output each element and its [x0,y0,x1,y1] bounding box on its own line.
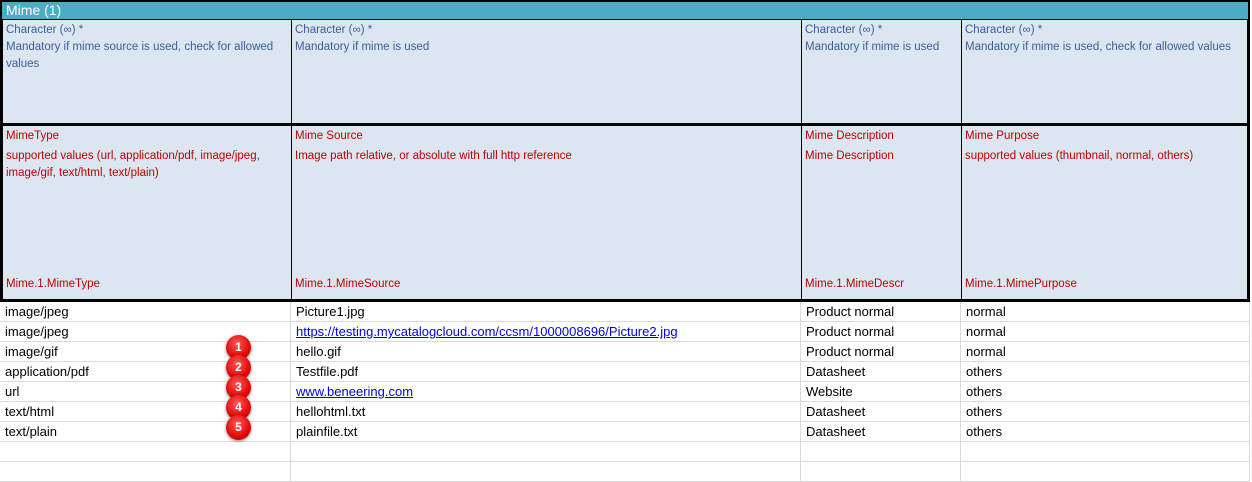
mimedescr-cell[interactable] [801,442,961,462]
field-header-row: MimeType supported values (url, applicati… [0,126,1250,302]
mimepurpose-cell[interactable] [961,442,1250,462]
field-name: Mime Source [295,130,363,142]
field-cell-mimedescr[interactable]: Mime Description Mime Description Mime.1.M… [802,126,962,299]
field-desc: supported values (url, application/pdf, … [6,150,260,179]
mimesource-cell[interactable]: Testfile.pdf [291,362,801,382]
empty-row [0,442,1250,462]
mimepurpose-cell[interactable]: normal [961,322,1250,342]
field-name: MimeType [6,130,60,142]
mimetype-cell[interactable]: image/jpeg [0,322,291,342]
mimedescr-cell[interactable]: Datasheet [801,362,961,382]
mimesource-cell[interactable]: hello.gif [291,342,801,362]
field-desc: Mime Description [805,150,894,162]
mimedescr-cell[interactable]: Product normal [801,302,961,322]
format-note: Mandatory if mime is used [295,41,430,53]
field-key: Mime.1.MimeType [6,278,100,290]
field-name: Mime Purpose [965,130,1040,142]
mimetype-cell[interactable]: image/gif [0,342,291,362]
format-cell-mimesource[interactable]: Character (∞) * Mandatory if mime is used [292,20,802,123]
table-row: image/jpeg Picture1.jpg Product normal norm… [0,302,1250,322]
format-type: Character (∞) * [965,24,1043,36]
field-desc: Image path relative, or absolute with fu… [295,150,572,162]
mimesource-cell[interactable]: www.beneering.com [291,382,801,402]
format-cell-mimepurpose[interactable]: Character (∞) * Mandatory if mime is used… [962,20,1250,123]
table-row: image/jpeg https://testing.mycatalogcloud… [0,322,1250,342]
source-link[interactable]: https://testing.mycatalogcloud.com/ccsm/… [296,324,678,339]
format-note: Mandatory if mime is used [805,41,940,53]
mimetype-cell[interactable] [0,442,291,462]
callout-badge: 5 [226,415,251,440]
format-type: Character (∞) * [6,24,84,36]
table-row: text/html hellohtml.txt Datasheet others 4 [0,395,1250,422]
table-row: application/pdf Testfile.pdf Datasheet othe… [0,355,1250,382]
field-desc: supported values (thumbnail, normal, oth… [965,150,1194,162]
format-header-row: Character (∞) * Mandatory if mime source … [0,20,1250,126]
format-type: Character (∞) * [805,24,883,36]
mimepurpose-cell[interactable]: others [961,422,1250,442]
mimepurpose-cell[interactable]: others [961,382,1250,402]
mimetype-cell[interactable]: application/pdf [0,362,291,382]
mimetype-cell[interactable]: text/html [0,402,291,422]
format-note: Mandatory if mime source is used, check … [6,41,274,70]
mimedescr-cell[interactable]: Product normal [801,322,961,342]
mimedescr-cell[interactable] [801,462,961,482]
mimedescr-cell[interactable]: Datasheet [801,402,961,422]
section-title: Mime (1) [0,0,1250,20]
mimesource-cell[interactable] [291,442,801,462]
field-key: Mime.1.MimeSource [295,278,401,290]
field-cell-mimetype[interactable]: MimeType supported values (url, applicati… [3,126,292,299]
mimetype-cell[interactable]: text/plain [0,422,291,442]
mimesource-cell[interactable]: plainfile.txt [291,422,801,442]
field-cell-mimepurpose[interactable]: Mime Purpose supported values (thumbnail,… [962,126,1250,299]
mimedescr-cell[interactable]: Website [801,382,961,402]
mimedescr-cell[interactable]: Datasheet [801,422,961,442]
empty-row [0,462,1250,482]
field-name: Mime Description [805,130,894,142]
field-key: Mime.1.MimeDescr [805,278,905,290]
data-rows: image/jpeg Picture1.jpg Product normal norm… [0,302,1250,482]
mimetype-cell[interactable]: image/jpeg [0,302,291,322]
table-row: url www.beneering.com Website others 3 [0,375,1250,402]
format-cell-mimetype[interactable]: Character (∞) * Mandatory if mime source … [3,20,292,123]
field-cell-mimesource[interactable]: Mime Source Image path relative, or absol… [292,126,802,299]
mimetype-cell[interactable] [0,462,291,482]
mimepurpose-cell[interactable]: others [961,402,1250,422]
mimesource-cell[interactable] [291,462,801,482]
mimesource-cell[interactable]: hellohtml.txt [291,402,801,422]
mimepurpose-cell[interactable]: normal [961,342,1250,362]
table-row: image/gif hello.gif Product normal normal 1 [0,335,1250,362]
mimepurpose-cell[interactable] [961,462,1250,482]
format-cell-mimedescr[interactable]: Character (∞) * Mandatory if mime is used [802,20,962,123]
field-key: Mime.1.MimePurpose [965,278,1077,290]
mimepurpose-cell[interactable]: others [961,362,1250,382]
mimetype-cell[interactable]: url [0,382,291,402]
mimesource-cell[interactable]: Picture1.jpg [291,302,801,322]
source-link[interactable]: www.beneering.com [296,384,414,399]
mimepurpose-cell[interactable]: normal [961,302,1250,322]
format-note: Mandatory if mime is used, check for all… [965,41,1231,53]
table-row: text/plain plainfile.txt Datasheet others 5 [0,415,1250,442]
mimesource-cell[interactable]: https://testing.mycatalogcloud.com/ccsm/… [291,322,801,342]
mimedescr-cell[interactable]: Product normal [801,342,961,362]
format-type: Character (∞) * [295,24,373,36]
